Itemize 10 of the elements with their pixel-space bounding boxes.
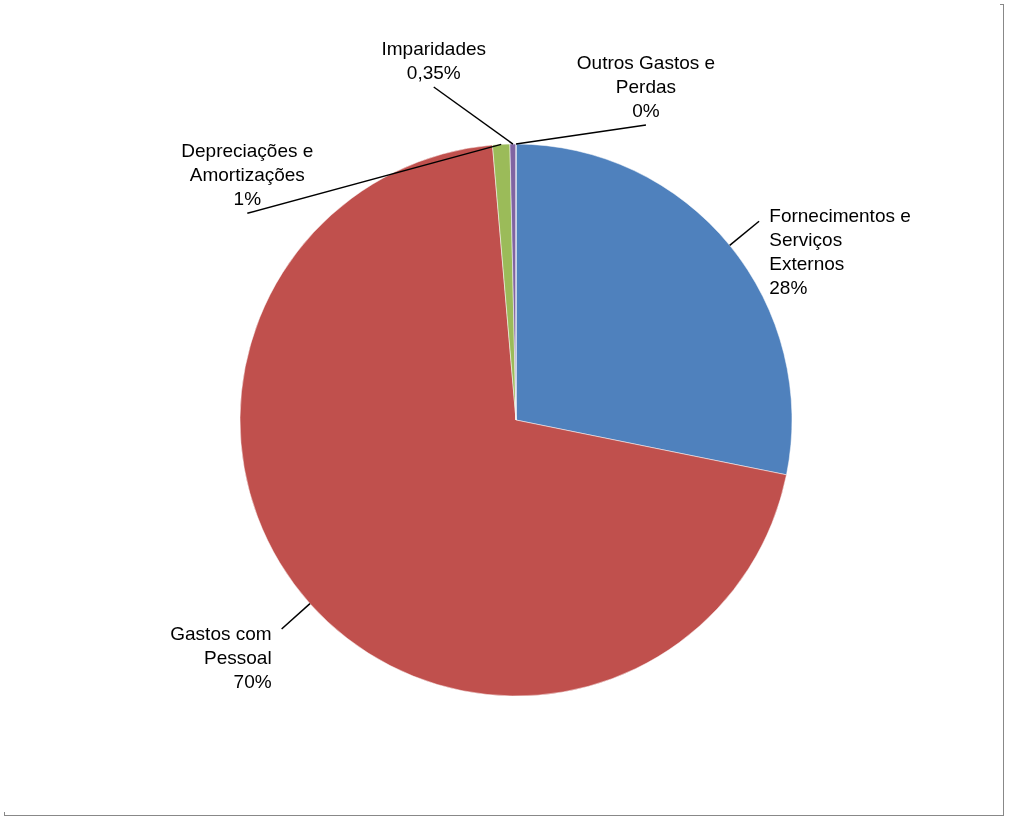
slice-label: Fornecimentos e Serviços Externos (769, 205, 911, 275)
data-label: 70% (233, 671, 272, 693)
data-label: 28% (769, 277, 808, 299)
category-label: Outros Gastos e Perdas (576, 51, 716, 97)
data-label: 0,35% (406, 62, 461, 84)
slice-label: Imparidades (381, 38, 487, 60)
slice-label: Depreciações e Amortizações (181, 140, 314, 186)
slice-label: Gastos com Pessoal (170, 623, 272, 669)
text: 0% (632, 99, 660, 121)
data-label: 1% (233, 188, 262, 210)
